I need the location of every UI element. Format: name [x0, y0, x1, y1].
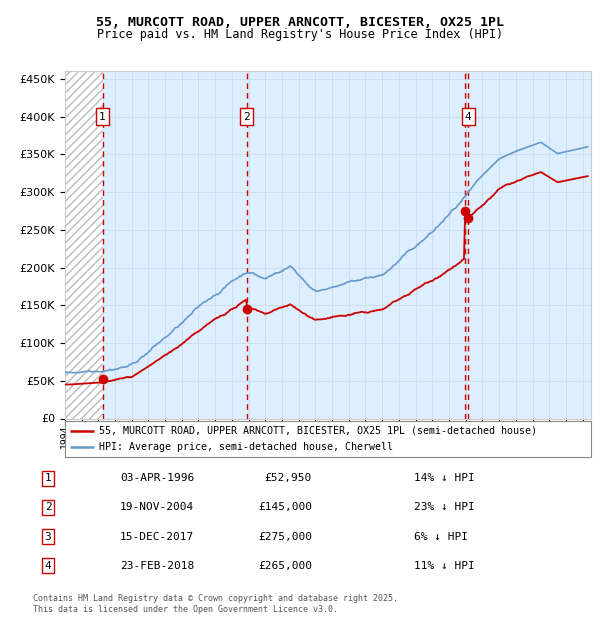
Text: 4: 4: [44, 560, 52, 571]
Text: £265,000: £265,000: [258, 560, 312, 571]
Text: 14% ↓ HPI: 14% ↓ HPI: [414, 473, 475, 484]
Text: £145,000: £145,000: [258, 502, 312, 513]
Bar: [65, 71, 103, 419]
Text: 6% ↓ HPI: 6% ↓ HPI: [414, 531, 468, 542]
Text: 3: 3: [44, 531, 52, 542]
Text: Price paid vs. HM Land Registry's House Price Index (HPI): Price paid vs. HM Land Registry's House …: [97, 28, 503, 41]
Text: HPI: Average price, semi-detached house, Cherwell: HPI: Average price, semi-detached house,…: [99, 442, 393, 452]
Text: 23-FEB-2018: 23-FEB-2018: [120, 560, 194, 571]
Text: £275,000: £275,000: [258, 531, 312, 542]
Text: 1: 1: [99, 112, 106, 122]
Text: Contains HM Land Registry data © Crown copyright and database right 2025.: Contains HM Land Registry data © Crown c…: [33, 593, 398, 603]
Text: 1: 1: [44, 473, 52, 484]
Text: 55, MURCOTT ROAD, UPPER ARNCOTT, BICESTER, OX25 1PL: 55, MURCOTT ROAD, UPPER ARNCOTT, BICESTE…: [96, 16, 504, 29]
Text: 19-NOV-2004: 19-NOV-2004: [120, 502, 194, 513]
Text: This data is licensed under the Open Government Licence v3.0.: This data is licensed under the Open Gov…: [33, 604, 338, 614]
Text: £52,950: £52,950: [265, 473, 312, 484]
Text: 55, MURCOTT ROAD, UPPER ARNCOTT, BICESTER, OX25 1PL (semi-detached house): 55, MURCOTT ROAD, UPPER ARNCOTT, BICESTE…: [99, 426, 537, 436]
Text: 03-APR-1996: 03-APR-1996: [120, 473, 194, 484]
Text: 15-DEC-2017: 15-DEC-2017: [120, 531, 194, 542]
Text: 2: 2: [243, 112, 250, 122]
Text: 23% ↓ HPI: 23% ↓ HPI: [414, 502, 475, 513]
Text: 4: 4: [464, 112, 472, 122]
Text: 2: 2: [44, 502, 52, 513]
Text: 11% ↓ HPI: 11% ↓ HPI: [414, 560, 475, 571]
